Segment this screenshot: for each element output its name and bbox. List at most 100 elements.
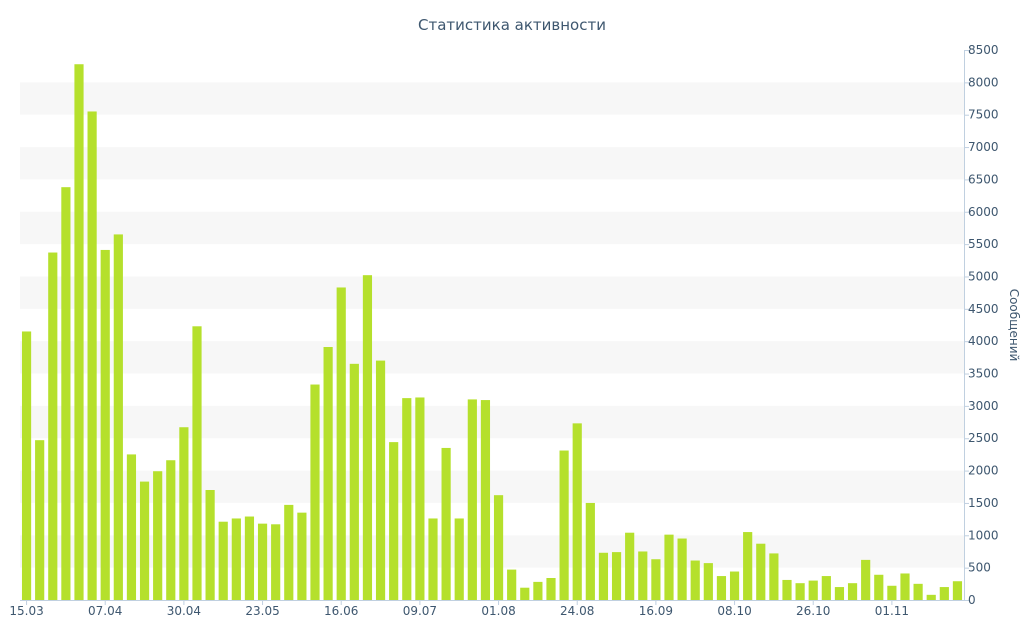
bar[interactable]: [454, 518, 464, 600]
y-tick-label: 3000: [968, 399, 999, 413]
grid-band: [20, 211, 964, 245]
bar[interactable]: [729, 571, 740, 600]
y-tick-label: 5000: [968, 269, 999, 283]
y-tick-label: 6000: [968, 205, 999, 219]
bar[interactable]: [218, 521, 228, 600]
bar[interactable]: [703, 563, 713, 600]
bar[interactable]: [926, 594, 936, 600]
x-tick-label: 30.04: [167, 604, 201, 618]
bar[interactable]: [74, 64, 84, 600]
bar[interactable]: [756, 543, 766, 600]
bar[interactable]: [847, 583, 858, 600]
y-tick-label: 2500: [968, 431, 999, 445]
bar[interactable]: [939, 587, 949, 600]
y-tick-label: 8000: [968, 75, 999, 89]
bar[interactable]: [808, 580, 818, 600]
bar[interactable]: [611, 552, 622, 600]
bar[interactable]: [533, 581, 543, 600]
bar[interactable]: [126, 454, 137, 600]
bar[interactable]: [834, 587, 845, 600]
bar[interactable]: [651, 559, 661, 600]
bar[interactable]: [874, 574, 884, 600]
bar[interactable]: [795, 583, 805, 600]
y-tick-label: 1500: [968, 496, 999, 510]
y-tick-label: 0: [968, 593, 976, 607]
bar[interactable]: [284, 504, 294, 600]
bar[interactable]: [520, 587, 530, 600]
bar[interactable]: [35, 440, 45, 600]
bar[interactable]: [861, 559, 871, 600]
bar[interactable]: [166, 460, 176, 600]
bar[interactable]: [415, 397, 425, 600]
bar[interactable]: [507, 569, 517, 600]
y-axis-title: Сообщений: [1007, 289, 1021, 362]
bar[interactable]: [153, 471, 163, 600]
bar[interactable]: [179, 427, 189, 600]
bar[interactable]: [192, 326, 202, 600]
bar[interactable]: [428, 518, 438, 600]
bar[interactable]: [743, 532, 753, 600]
y-tick-label: 3500: [968, 367, 999, 381]
bar[interactable]: [887, 585, 897, 600]
bar[interactable]: [257, 523, 268, 600]
bar[interactable]: [690, 560, 700, 600]
bar[interactable]: [323, 347, 333, 600]
bar[interactable]: [716, 576, 727, 600]
bar[interactable]: [349, 363, 359, 600]
bar[interactable]: [559, 450, 569, 600]
y-tick-label: 6500: [968, 172, 999, 186]
bar[interactable]: [402, 398, 412, 600]
bar[interactable]: [61, 187, 71, 601]
bar[interactable]: [625, 532, 635, 600]
y-tick-label: 4500: [968, 302, 999, 316]
chart-title: Статистика активности: [418, 16, 606, 34]
y-tick-label: 8500: [968, 43, 999, 57]
bar[interactable]: [271, 524, 281, 600]
y-tick-label: 1000: [968, 528, 999, 542]
x-tick-label: 07.04: [88, 604, 122, 618]
bar[interactable]: [900, 573, 910, 600]
x-tick-label: 15.03: [9, 604, 43, 618]
x-tick-label: 26.10: [796, 604, 830, 618]
bar[interactable]: [100, 249, 110, 601]
bar[interactable]: [585, 502, 595, 600]
bar[interactable]: [231, 518, 241, 600]
bar[interactable]: [913, 583, 923, 600]
bar[interactable]: [467, 399, 477, 600]
bar[interactable]: [441, 447, 451, 600]
bar[interactable]: [87, 111, 97, 601]
bar[interactable]: [389, 442, 399, 600]
bar[interactable]: [375, 360, 386, 600]
bar[interactable]: [493, 495, 504, 600]
y-tick-label: 2000: [968, 464, 999, 478]
bar[interactable]: [480, 400, 491, 600]
bar[interactable]: [113, 234, 123, 601]
y-tick-label: 7000: [968, 140, 999, 154]
bar[interactable]: [362, 275, 373, 600]
bar[interactable]: [310, 384, 320, 600]
x-tick-label: 09.07: [403, 604, 437, 618]
x-tick-label: 16.09: [639, 604, 673, 618]
bar[interactable]: [297, 512, 307, 600]
bar[interactable]: [952, 581, 963, 600]
bar[interactable]: [21, 331, 32, 600]
grid-band: [20, 470, 964, 503]
bar[interactable]: [336, 287, 346, 600]
bar[interactable]: [598, 552, 609, 600]
bar[interactable]: [572, 423, 582, 600]
bar[interactable]: [782, 579, 792, 600]
bar[interactable]: [664, 534, 674, 600]
bar[interactable]: [677, 538, 687, 600]
bar[interactable]: [244, 516, 255, 600]
bar[interactable]: [769, 553, 779, 600]
bar[interactable]: [546, 578, 556, 600]
bar[interactable]: [48, 252, 58, 600]
bar[interactable]: [821, 576, 831, 600]
grid-band: [20, 341, 964, 374]
x-axis-ticks: 15.03 07.04 30.04 23.05 16.06 09.07 01.08 24.08…: [9, 600, 909, 618]
bar[interactable]: [205, 490, 215, 600]
y-tick-label: 500: [968, 561, 991, 575]
bar[interactable]: [638, 551, 648, 600]
grid-band: [20, 147, 964, 180]
bar[interactable]: [139, 481, 150, 600]
